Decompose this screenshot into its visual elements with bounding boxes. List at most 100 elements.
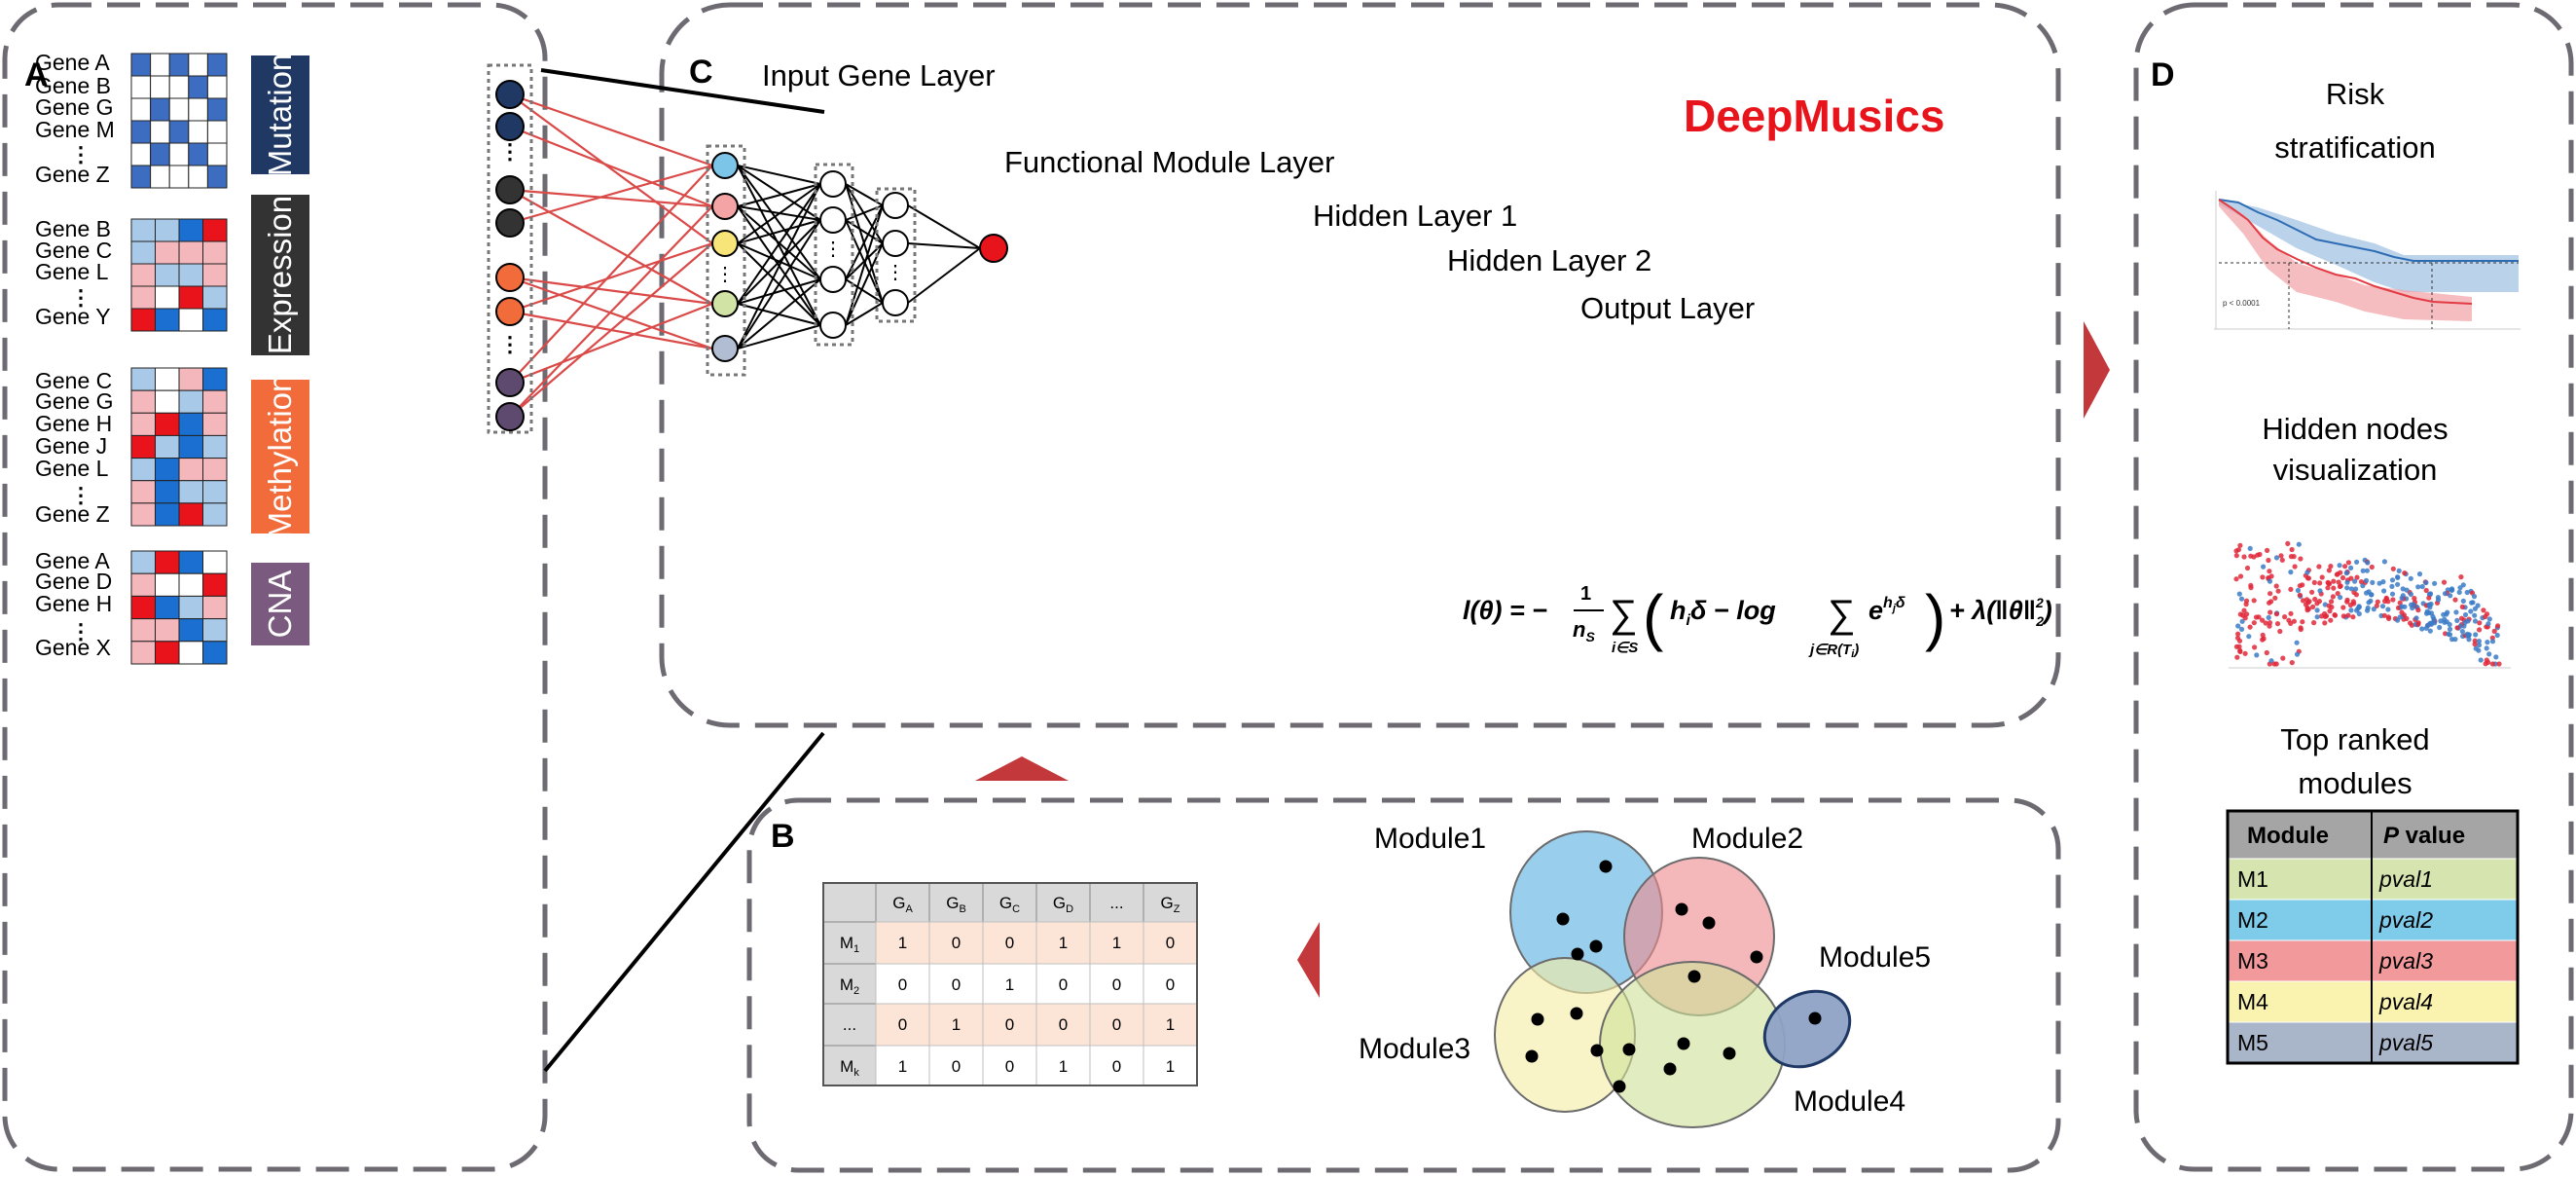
scatter-point [2325, 579, 2331, 585]
edge-input-module [509, 164, 713, 225]
panel-c: DeepMusics Input Gene Layer Functional M… [487, 58, 2052, 660]
matrix-cell [155, 240, 180, 265]
table-cell-value: 0 [1005, 1015, 1014, 1034]
table-header-text: GC [999, 894, 1020, 915]
module-label: Module2 [1691, 823, 1803, 855]
scatter-point [2251, 620, 2257, 626]
scatter-point [2337, 583, 2343, 590]
edge-hidden2-output [907, 204, 981, 249]
scatter-point [2298, 626, 2304, 633]
matrix-cell [150, 75, 170, 99]
row-label-sub: k [853, 1067, 859, 1079]
scatter-point [2277, 628, 2283, 635]
scatter-point [2447, 626, 2453, 633]
scatter-point [2296, 541, 2302, 547]
gene-dot [1808, 1011, 1822, 1025]
scatter-point [2260, 574, 2266, 580]
matrix-cell [206, 97, 228, 122]
table-cell [1143, 963, 1198, 1005]
input-node [495, 368, 525, 397]
formula-frac-num: 1 [1580, 583, 1591, 605]
scatter-point [2242, 650, 2248, 656]
matrix-cell [202, 595, 228, 620]
scatter-point [2350, 599, 2356, 605]
scatter-point [2454, 625, 2460, 631]
edge-hidden2-output [907, 247, 981, 304]
gene-ellipsis: ⋮ [70, 483, 91, 507]
gene-ellipsis: ⋮ [70, 142, 91, 166]
scatter-point [2389, 583, 2395, 590]
scatter-point [2295, 587, 2301, 594]
matrix-cell [202, 367, 228, 391]
omics-label-box [251, 380, 309, 533]
matrix-cell [150, 97, 170, 122]
scatter-point [2348, 565, 2354, 571]
scatter-point [2423, 579, 2429, 586]
scatter-point [2381, 559, 2387, 565]
matrix-cell [168, 53, 190, 77]
scatter-point [2423, 587, 2429, 594]
scatter-point [2495, 623, 2501, 629]
scatter-point [2327, 608, 2333, 614]
matrix-cell [188, 97, 208, 122]
scatter-point [2235, 631, 2241, 637]
matrix-cell [155, 458, 180, 482]
scatter-point [2268, 658, 2274, 664]
scatter-point [2412, 596, 2417, 602]
scatter-point [2342, 564, 2348, 570]
gene-label: Gene A [35, 50, 110, 75]
scatter-point [2486, 616, 2492, 622]
scatter-point [2348, 575, 2354, 581]
matrix-cell [155, 412, 180, 436]
edge-input-module [509, 189, 713, 305]
gene-label: Gene G [35, 94, 114, 120]
km-plot: p < 0.0001 [2214, 191, 2521, 330]
scatter-point [2304, 605, 2310, 611]
edge-module-hidden1 [737, 219, 821, 349]
scatter-point [2233, 576, 2239, 582]
scatter-point [2234, 654, 2240, 660]
scatter-point [2317, 580, 2323, 586]
formula-h-term: hiδ − log [1670, 596, 1776, 629]
table-cell-value: 0 [952, 934, 961, 952]
scatter-point [2442, 591, 2449, 597]
scatter-point [2404, 587, 2410, 593]
scatter-point [2471, 594, 2478, 600]
km-curve-red [2218, 199, 2473, 305]
scatter-point [2464, 589, 2470, 596]
scatter-point [2485, 621, 2491, 627]
scatter-point [2494, 632, 2500, 639]
module-ellipse-5 [1762, 989, 1852, 1069]
row-label-sub: 2 [853, 985, 859, 997]
ranked-pvalue: pval2 [2378, 907, 2433, 933]
gene-label: Gene A [35, 548, 110, 573]
gene-dot [1622, 1043, 1636, 1056]
scatter-point [2322, 620, 2328, 626]
scatter-point [2304, 570, 2310, 575]
table-cell-value: 1 [898, 1057, 907, 1076]
input-node [495, 263, 525, 292]
matrix-cell [202, 240, 228, 265]
scatter-point [2319, 613, 2325, 619]
header-sub: D [1066, 903, 1073, 915]
scatter-point [2300, 598, 2306, 604]
scatter-point [2469, 600, 2475, 606]
scatter-point [2466, 632, 2472, 638]
scatter-point [2319, 574, 2325, 580]
scatter-point [2237, 647, 2243, 654]
matrix-cell [155, 218, 180, 242]
table-cell [928, 1003, 984, 1047]
loss-formula: l(θ) = − 1 nS ∑ i∈S ( hiδ − log ∑ j∈R(Ti… [1463, 582, 2052, 660]
input-node [495, 297, 525, 326]
table-cell-value: 1 [1166, 1057, 1175, 1076]
scatter-point [2288, 586, 2294, 593]
hidden1-node [819, 312, 847, 339]
scatter-point [2343, 570, 2349, 576]
scatter-point [2355, 606, 2361, 611]
scatter-point [2435, 597, 2442, 603]
scatter-point [2266, 557, 2271, 564]
matrix-cell [202, 618, 228, 643]
input-node [495, 112, 525, 141]
edge-module-hidden1 [737, 324, 821, 349]
